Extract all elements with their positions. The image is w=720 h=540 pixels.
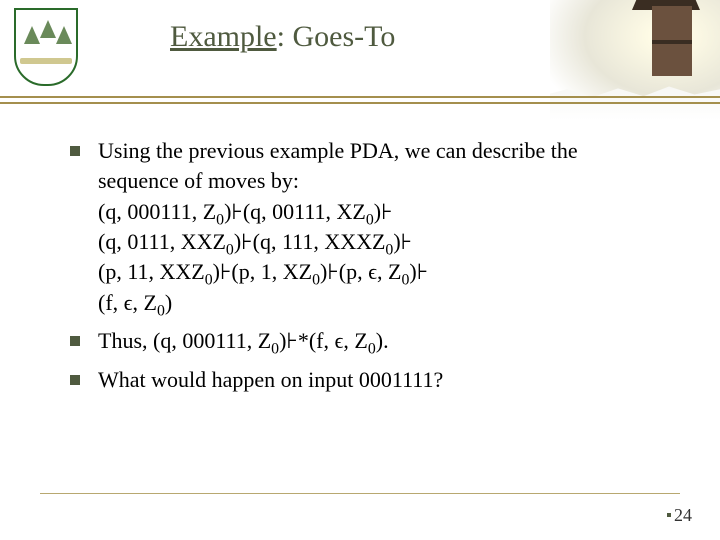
bullet-text: What would happen on input 0001111? (98, 365, 443, 395)
square-bullet-icon (70, 375, 80, 385)
title-rest: : Goes-To (277, 20, 396, 53)
slide-title: Example: Goes-To (170, 20, 395, 54)
bullet-text: Using the previous example PDA, we can d… (98, 136, 660, 318)
square-bullet-icon (70, 336, 80, 346)
bullet-text: Thus, (q, 000111, Z0)⊦*(f, ϵ, Z0). (98, 326, 389, 356)
university-shield-logo (14, 8, 78, 86)
header-divider (0, 96, 720, 104)
list-item: What would happen on input 0001111? (70, 365, 660, 395)
square-bullet-icon (70, 146, 80, 156)
footer-divider (40, 493, 680, 494)
title-underlined: Example (170, 20, 277, 53)
header: Example: Goes-To (0, 0, 720, 100)
content-area: Using the previous example PDA, we can d… (70, 136, 660, 403)
page-number: 24 (667, 505, 692, 526)
page-number-bullet-icon (667, 513, 671, 517)
list-item: Thus, (q, 000111, Z0)⊦*(f, ϵ, Z0). (70, 326, 660, 356)
page-number-value: 24 (674, 505, 692, 525)
list-item: Using the previous example PDA, we can d… (70, 136, 660, 318)
